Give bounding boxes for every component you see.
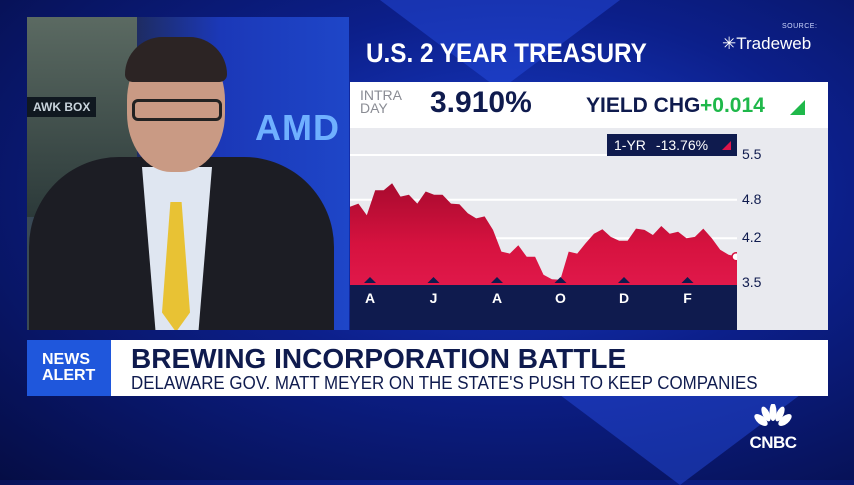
tradeweb-logo-icon: ✳ <box>722 34 736 53</box>
yield-area-series <box>350 183 737 285</box>
x-tick-label: A <box>487 290 507 306</box>
yield-chg-label: YIELD CHG <box>586 94 700 118</box>
yield-chg-value: +0.014 <box>700 94 765 118</box>
peacock-icon <box>753 404 793 428</box>
x-tick-label: O <box>551 290 571 306</box>
graphic-title: U.S. 2 YEAR TREASURY <box>366 38 647 69</box>
source-name: ✳Tradeweb <box>722 34 811 54</box>
wall-logo: AMD <box>255 107 340 149</box>
badge-line-2: ALERT <box>42 368 111 384</box>
cnbc-logo-text: CNBC <box>746 433 800 453</box>
badge-line-1: NEWS <box>42 352 111 368</box>
y-tick-label: 3.5 <box>742 274 761 290</box>
source-name-text: Tradeweb <box>736 34 811 53</box>
one-year-change: 1-YR -13.76% <box>607 134 737 156</box>
y-tick-label: 4.2 <box>742 229 761 245</box>
x-tick-label: A <box>360 290 380 306</box>
network-logo: CNBC <box>746 404 800 453</box>
intraday-label-2: DAY <box>360 102 402 115</box>
x-tick-label: F <box>678 290 698 306</box>
one-yr-value: -13.76% <box>656 137 708 153</box>
person-hair <box>125 37 227 82</box>
x-tick-label: D <box>614 290 634 306</box>
yield-price: 3.910% <box>430 86 532 120</box>
person-glasses <box>132 99 222 121</box>
one-yr-label: 1-YR <box>614 137 646 153</box>
backdrop-sign: AWK BOX <box>27 97 96 117</box>
up-arrow-icon <box>790 100 805 115</box>
y-tick-label: 4.8 <box>742 191 761 207</box>
headline: BREWING INCORPORATION BATTLE <box>131 343 626 375</box>
down-arrow-icon <box>722 141 731 150</box>
x-tick-label: J <box>424 290 444 306</box>
video-feed: AWK BOX AMD <box>27 17 349 330</box>
y-tick-label: 5.5 <box>742 146 761 162</box>
source-label: SOURCE: <box>782 23 817 30</box>
subheadline: DELAWARE GOV. MATT MEYER ON THE STATE'S … <box>131 373 758 394</box>
current-value-marker <box>732 253 737 261</box>
